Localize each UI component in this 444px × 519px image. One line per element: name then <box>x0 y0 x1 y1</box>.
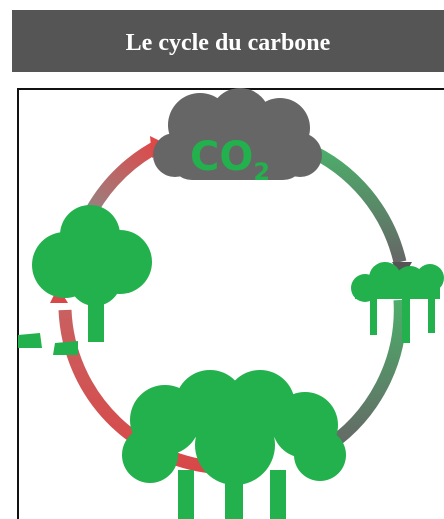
text: 2 <box>253 158 270 186</box>
page: Le cycle du carbone CO2 <box>0 0 444 519</box>
header-title: Le cycle du carbone <box>126 30 331 56</box>
tree-left <box>32 205 152 342</box>
text: CO <box>190 134 253 180</box>
forest-bottom <box>122 370 346 519</box>
